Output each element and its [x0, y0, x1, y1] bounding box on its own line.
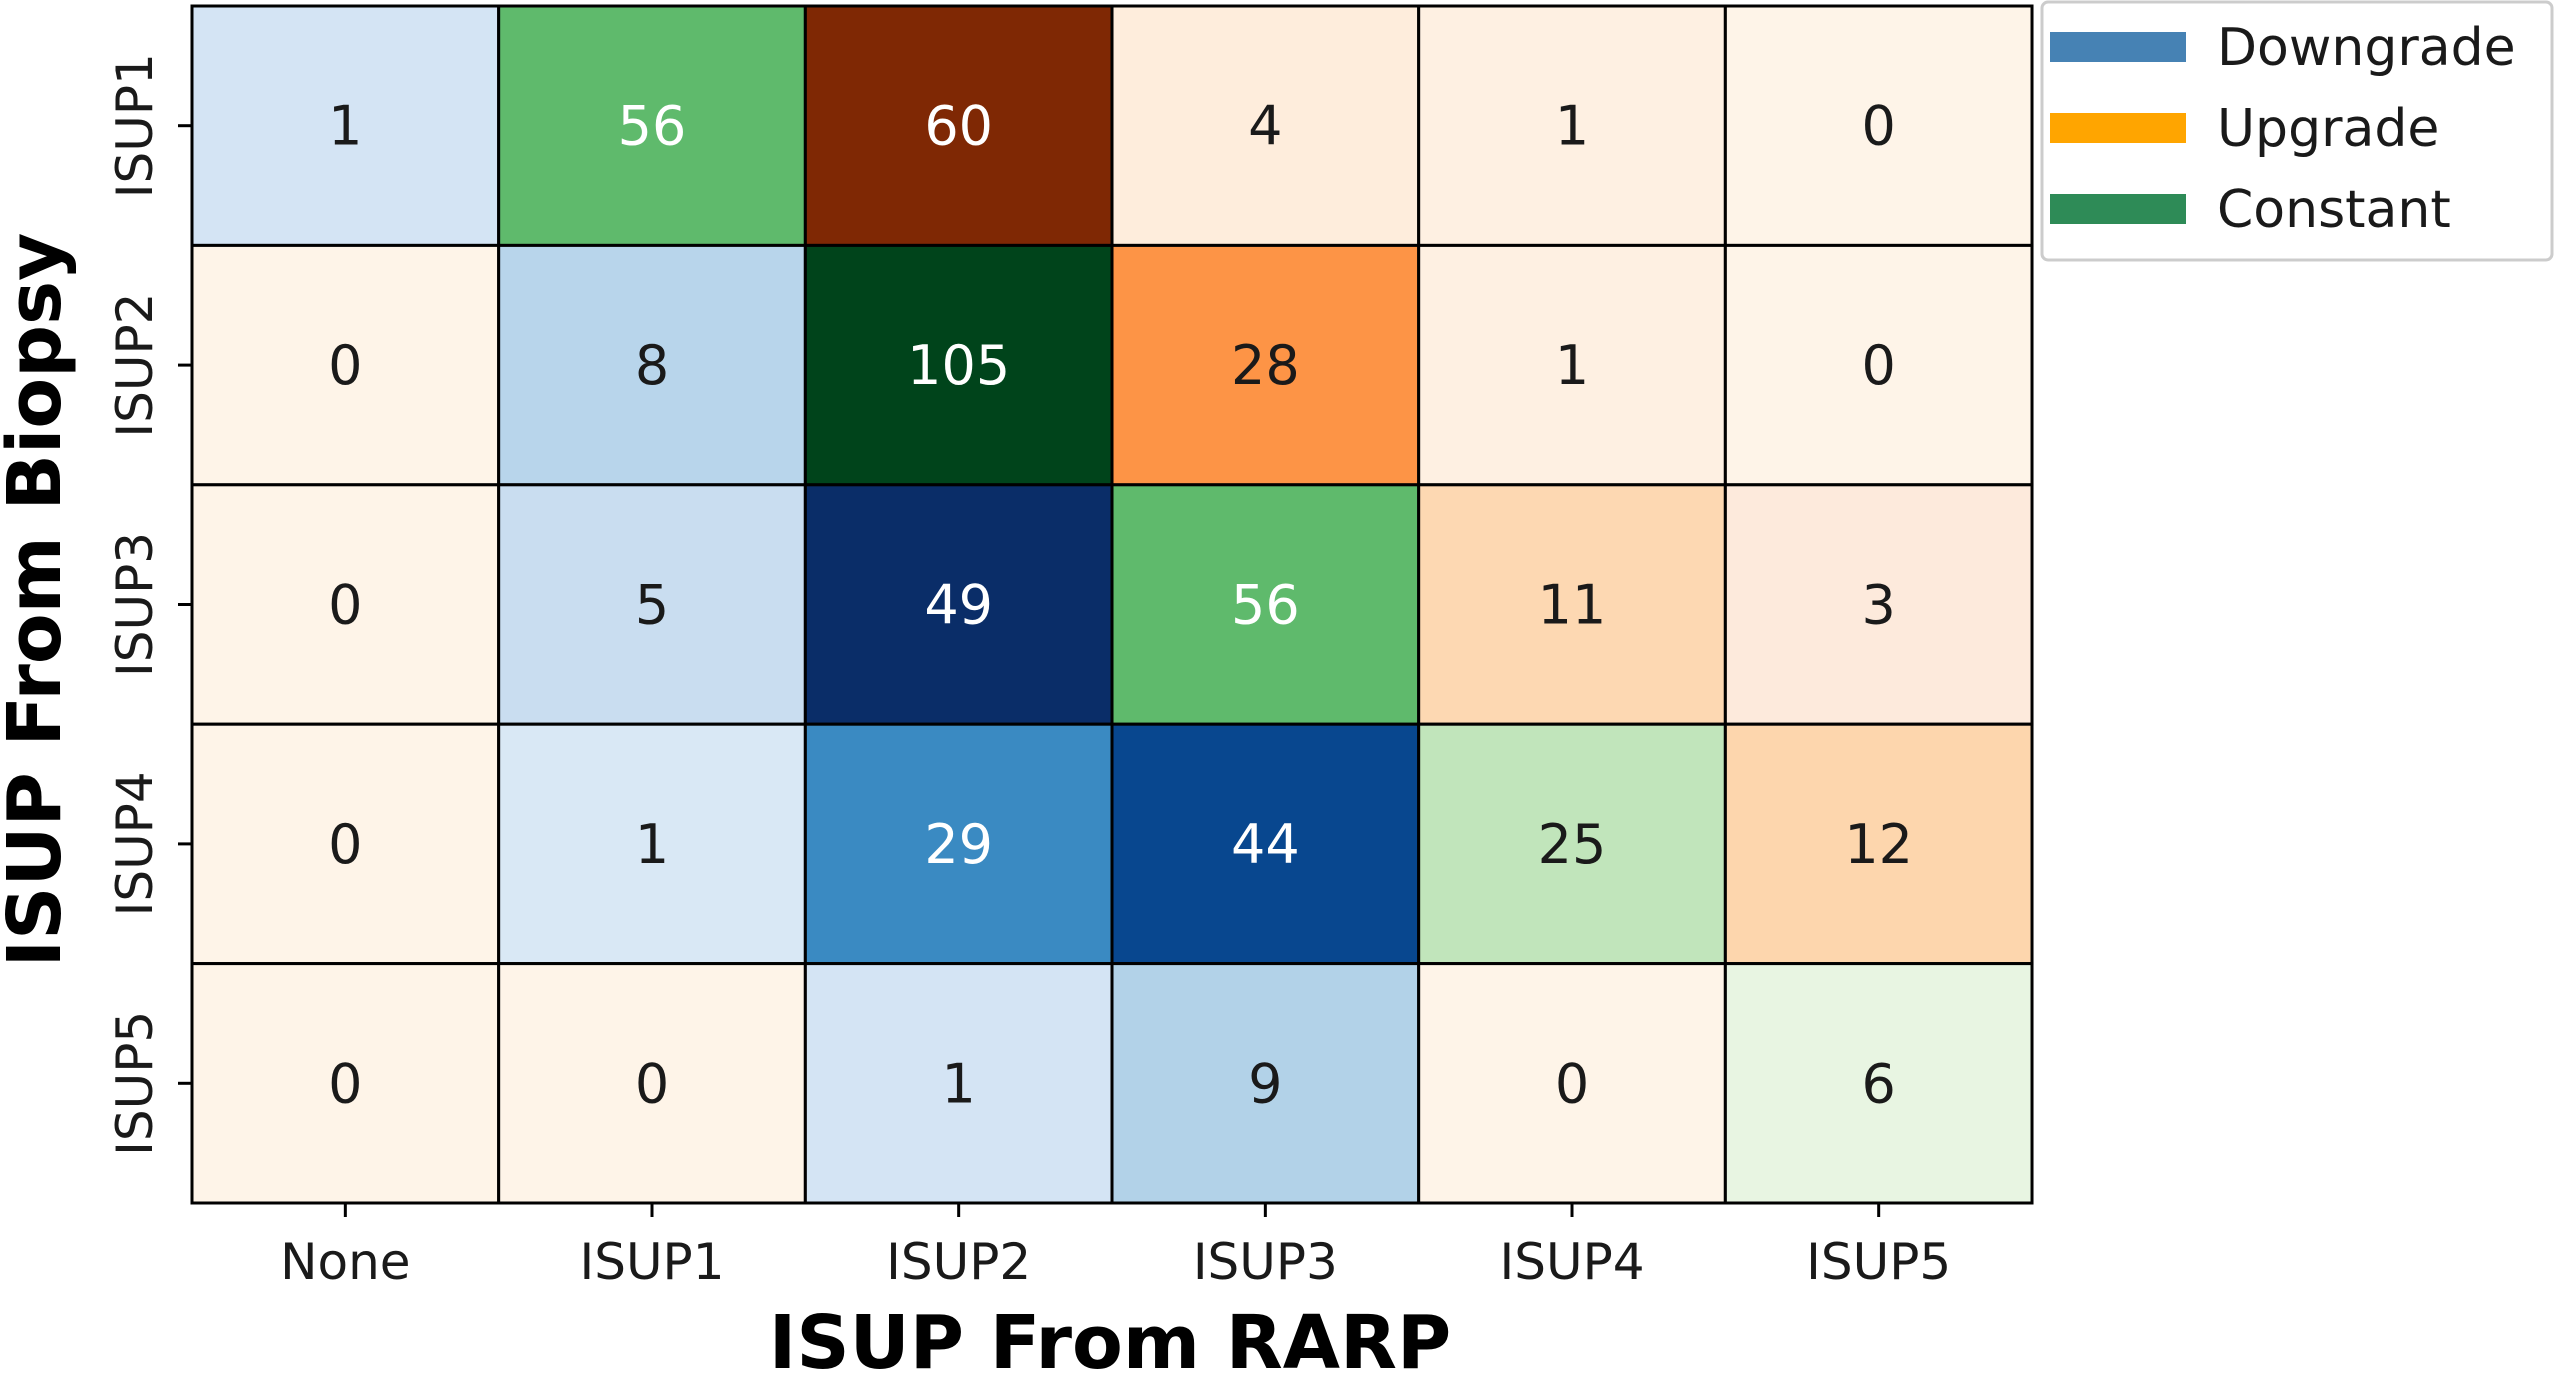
heatmap-cell: [190, 722, 501, 966]
legend-swatch: [2050, 32, 2186, 62]
cell-value-label: 0: [1555, 1052, 1589, 1115]
heatmap-cells: 1 56 60 4 1 00 8 105 28 1 00 5 49 56 11 30 1 29 44 25 120 0 1 9…: [190, 4, 2034, 1205]
heatmap-cell: [1417, 722, 1727, 966]
y-tick-label: ISUP5: [106, 1011, 164, 1156]
heatmap-cell: [190, 962, 501, 1205]
legend-label: Downgrade: [2217, 18, 2516, 78]
cell-value-label: 44: [1231, 813, 1300, 876]
legend: Downgrade Upgrade Constant: [2040, 0, 2554, 262]
heatmap-cell: [1723, 483, 2034, 726]
x-tick-label: None: [280, 1233, 410, 1291]
cell-value-label: 3: [1862, 574, 1896, 637]
cell-value-label: 25: [1538, 813, 1607, 876]
y-axis-title: ISUP From Biopsy: [0, 233, 78, 968]
cell-value-label: 0: [328, 574, 362, 637]
heatmap-cell: [803, 722, 1114, 966]
y-axis: ISUP1 ISUP2 ISUP3 ISUP4 ISUP5: [106, 6, 194, 1203]
cell-value-label: 0: [328, 813, 362, 876]
y-tick-label: ISUP2: [106, 293, 164, 438]
cell-value-label: 9: [1248, 1052, 1282, 1115]
heatmap-cell: [1110, 4, 1421, 247]
cell-value-label: 1: [635, 813, 669, 876]
cell-value-label: 29: [924, 813, 993, 876]
heatmap-cell: [1417, 962, 1727, 1205]
legend-swatch: [2050, 113, 2186, 143]
cell-value-label: 1: [328, 95, 362, 158]
cell-value-label: 60: [924, 95, 993, 158]
cell-value-label: 56: [1231, 574, 1300, 637]
heatmap-cell: [1110, 722, 1421, 966]
heatmap-cell: [1110, 962, 1421, 1205]
cell-value-label: 4: [1248, 95, 1282, 158]
cell-value-label: 1: [941, 1052, 975, 1115]
x-tick-label: ISUP3: [1193, 1233, 1338, 1291]
cell-value-label: 105: [907, 334, 1010, 397]
heatmap-cell: [497, 4, 807, 247]
cell-value-label: 0: [328, 334, 362, 397]
x-tick-label: ISUP4: [1499, 1233, 1644, 1291]
heatmap-cell: [1110, 243, 1421, 487]
cell-value-label: 0: [1862, 334, 1896, 397]
cell-value-label: 5: [635, 574, 669, 637]
x-tick-label: ISUP2: [886, 1233, 1031, 1291]
heatmap-cell: [190, 4, 501, 247]
y-tick-label: ISUP3: [106, 532, 164, 677]
heatmap-cell: [803, 962, 1114, 1205]
heatmap-cell: [497, 722, 807, 966]
cell-value-label: 1: [1555, 95, 1589, 158]
cell-value-label: 56: [618, 95, 687, 158]
heatmap-cell: [190, 483, 501, 726]
heatmap-cell: [497, 483, 807, 726]
cell-value-label: 6: [1862, 1052, 1896, 1115]
cell-value-label: 8: [635, 334, 669, 397]
x-axis: None ISUP1 ISUP2 ISUP3 ISUP4 ISUP5: [192, 1201, 2033, 1291]
cell-value-label: 1: [1555, 334, 1589, 397]
legend-swatch: [2050, 194, 2186, 224]
y-tick-label: ISUP4: [106, 771, 164, 916]
cell-value-label: 11: [1538, 574, 1607, 637]
heatmap-cell: [803, 4, 1114, 247]
heatmap-cell: [1417, 4, 1727, 247]
heatmap-cell: [1723, 722, 2034, 966]
cell-value-label: 0: [635, 1052, 669, 1115]
cell-value-label: 0: [328, 1052, 362, 1115]
heatmap-cell: [803, 483, 1114, 726]
legend-label: Constant: [2217, 180, 2451, 240]
heatmap-cell: [1723, 4, 2034, 247]
heatmap-cell: [1723, 243, 2034, 487]
heatmap-cell: [497, 243, 807, 487]
heatmap-cell: [1417, 483, 1727, 726]
heatmap-cell: [1723, 962, 2034, 1205]
legend-label: Upgrade: [2217, 99, 2439, 159]
x-tick-label: ISUP5: [1806, 1233, 1951, 1291]
heatmap-cell: [1110, 483, 1421, 726]
y-tick-label: ISUP1: [106, 53, 164, 198]
x-axis-title: ISUP From RARP: [769, 1300, 1451, 1375]
x-tick-label: ISUP1: [579, 1233, 724, 1291]
cell-value-label: 0: [1862, 95, 1896, 158]
cell-value-label: 28: [1231, 334, 1300, 397]
cell-value-label: 12: [1844, 813, 1913, 876]
cell-value-label: 49: [924, 574, 993, 637]
